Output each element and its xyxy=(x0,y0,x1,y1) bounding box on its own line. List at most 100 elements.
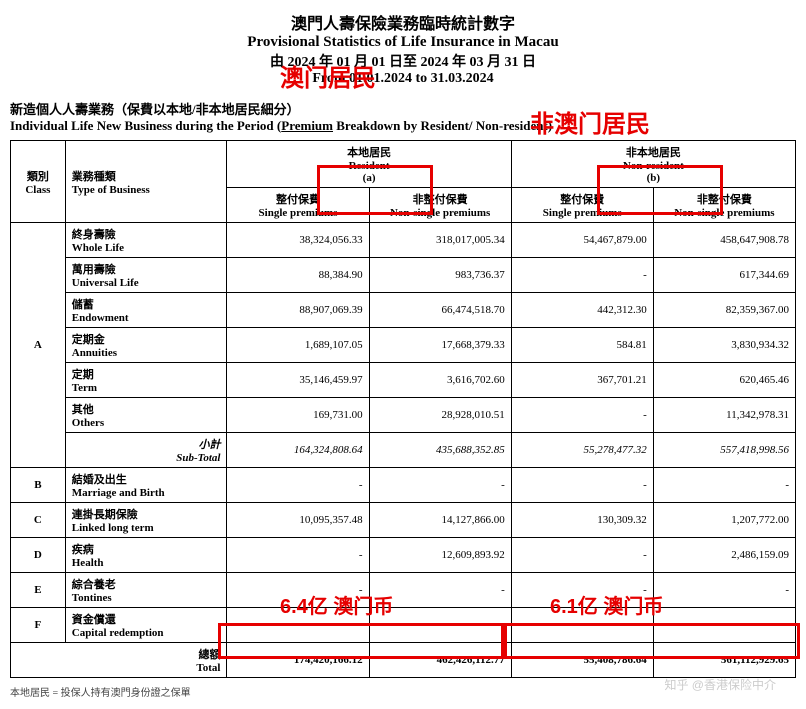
th-type: 業務種類Type of Business xyxy=(65,141,227,223)
cell-class: A xyxy=(11,223,66,468)
subtitle-cn: 新造個人人壽業務（保費以本地/非本地居民細分） xyxy=(10,99,796,118)
cell-value: 620,465.46 xyxy=(653,363,795,398)
cell-value: - xyxy=(511,573,653,608)
cell-value: 1,689,107.05 xyxy=(227,328,369,363)
th-class: 類別Class xyxy=(11,141,66,223)
table-row: 萬用壽險Universal Life88,384.90983,736.37-61… xyxy=(11,258,796,293)
cell-type: 綜合養老Tontines xyxy=(65,573,227,608)
cell-value: 557,418,998.56 xyxy=(653,433,795,468)
cell-class: E xyxy=(11,573,66,608)
cell-value: - xyxy=(511,398,653,433)
cell-value: 17,668,379.33 xyxy=(369,328,511,363)
table-row-total: 總額Total174,420,166.12462,426,112.7755,40… xyxy=(11,643,796,678)
cell-total-label: 總額Total xyxy=(11,643,227,678)
table-row: C連掛長期保險Linked long term10,095,357.4814,1… xyxy=(11,503,796,538)
table-row: E綜合養老Tontines---- xyxy=(11,573,796,608)
cell-value: 3,616,702.60 xyxy=(369,363,511,398)
cell-class: D xyxy=(11,538,66,573)
cell-value: - xyxy=(227,608,369,643)
th-res-nsp: 非整付保費Non-single premiums xyxy=(369,188,511,223)
cell-value: 10,095,357.48 xyxy=(227,503,369,538)
table-row: 儲蓄Endowment88,907,069.3966,474,518.70442… xyxy=(11,293,796,328)
cell-value: 38,324,056.33 xyxy=(227,223,369,258)
cell-value: 983,736.37 xyxy=(369,258,511,293)
period-cn: 由 2024 年 01 月 01 日至 2024 年 03 月 31 日 xyxy=(10,51,796,71)
cell-value: 435,688,352.85 xyxy=(369,433,511,468)
cell-value: - xyxy=(653,573,795,608)
cell-value: - xyxy=(369,608,511,643)
th-res-sp: 整付保費Single premiums xyxy=(227,188,369,223)
cell-value: 584.81 xyxy=(511,328,653,363)
cell-total-value: 561,112,929.65 xyxy=(653,643,795,678)
cell-value: - xyxy=(227,538,369,573)
cell-type: 其他Others xyxy=(65,398,227,433)
cell-class: F xyxy=(11,608,66,643)
cell-value: 130,309.32 xyxy=(511,503,653,538)
cell-value: 88,907,069.39 xyxy=(227,293,369,328)
title-en: Provisional Statistics of Life Insurance… xyxy=(10,34,796,51)
cell-value: - xyxy=(511,538,653,573)
cell-value: - xyxy=(511,258,653,293)
cell-value: 617,344.69 xyxy=(653,258,795,293)
cell-type: 疾病Health xyxy=(65,538,227,573)
cell-type: 終身壽險Whole Life xyxy=(65,223,227,258)
cell-type: 萬用壽險Universal Life xyxy=(65,258,227,293)
th-nonresident: 非本地居民Non-resident(b) xyxy=(511,141,795,188)
title-cn: 澳門人壽保險業務臨時統計數字 xyxy=(10,10,796,34)
cell-type: 結婚及出生Marriage and Birth xyxy=(65,468,227,503)
cell-total-value: 55,408,786.64 xyxy=(511,643,653,678)
cell-value: - xyxy=(511,608,653,643)
th-resident: 本地居民Resident(a) xyxy=(227,141,511,188)
cell-value: 3,830,934.32 xyxy=(653,328,795,363)
cell-class: C xyxy=(11,503,66,538)
cell-total-value: 174,420,166.12 xyxy=(227,643,369,678)
table-row: B結婚及出生Marriage and Birth---- xyxy=(11,468,796,503)
cell-value: 1,207,772.00 xyxy=(653,503,795,538)
cell-value: 318,017,005.34 xyxy=(369,223,511,258)
watermark: 知乎 @香港保险中介 xyxy=(664,676,776,693)
cell-value: 28,928,010.51 xyxy=(369,398,511,433)
th-nonres-sp: 整付保費Single premiums xyxy=(511,188,653,223)
table-row: A終身壽險Whole Life38,324,056.33318,017,005.… xyxy=(11,223,796,258)
cell-value: 88,384.90 xyxy=(227,258,369,293)
th-nonres-nsp: 非整付保費Non-single premiums xyxy=(653,188,795,223)
cell-value: - xyxy=(227,468,369,503)
cell-type: 儲蓄Endowment xyxy=(65,293,227,328)
cell-value: 55,278,477.32 xyxy=(511,433,653,468)
cell-type: 資金償還Capital redemption xyxy=(65,608,227,643)
table-row: 定期Term35,146,459.973,616,702.60367,701.2… xyxy=(11,363,796,398)
cell-value: - xyxy=(227,573,369,608)
cell-value: - xyxy=(511,468,653,503)
cell-value: 2,486,159.09 xyxy=(653,538,795,573)
cell-type: 定期金Annuities xyxy=(65,328,227,363)
cell-value: - xyxy=(653,608,795,643)
cell-value: 12,609,893.92 xyxy=(369,538,511,573)
cell-value: 164,324,808.64 xyxy=(227,433,369,468)
cell-type: 定期Term xyxy=(65,363,227,398)
cell-value: 14,127,866.00 xyxy=(369,503,511,538)
cell-value: 458,647,908.78 xyxy=(653,223,795,258)
cell-value: 35,146,459.97 xyxy=(227,363,369,398)
data-table: 類別Class 業務種類Type of Business 本地居民Residen… xyxy=(10,140,796,678)
subtitle-en: Individual Life New Business during the … xyxy=(10,118,796,134)
cell-subtotal-label: 小計Sub-Total xyxy=(65,433,227,468)
table-row: 定期金Annuities1,689,107.0517,668,379.33584… xyxy=(11,328,796,363)
cell-value: - xyxy=(653,468,795,503)
cell-value: 169,731.00 xyxy=(227,398,369,433)
cell-type: 連掛長期保險Linked long term xyxy=(65,503,227,538)
table-row: 小計Sub-Total164,324,808.64435,688,352.855… xyxy=(11,433,796,468)
cell-value: 54,467,879.00 xyxy=(511,223,653,258)
cell-value: 66,474,518.70 xyxy=(369,293,511,328)
cell-value: 82,359,367.00 xyxy=(653,293,795,328)
cell-value: 442,312.30 xyxy=(511,293,653,328)
cell-class: B xyxy=(11,468,66,503)
table-row: 其他Others169,731.0028,928,010.51-11,342,9… xyxy=(11,398,796,433)
cell-value: 367,701.21 xyxy=(511,363,653,398)
table-row: D疾病Health-12,609,893.92-2,486,159.09 xyxy=(11,538,796,573)
cell-value: - xyxy=(369,468,511,503)
table-row: F資金償還Capital redemption---- xyxy=(11,608,796,643)
period-en: From 01.01.2024 to 31.03.2024 xyxy=(10,71,796,87)
cell-value: - xyxy=(369,573,511,608)
cell-value: 11,342,978.31 xyxy=(653,398,795,433)
cell-total-value: 462,426,112.77 xyxy=(369,643,511,678)
